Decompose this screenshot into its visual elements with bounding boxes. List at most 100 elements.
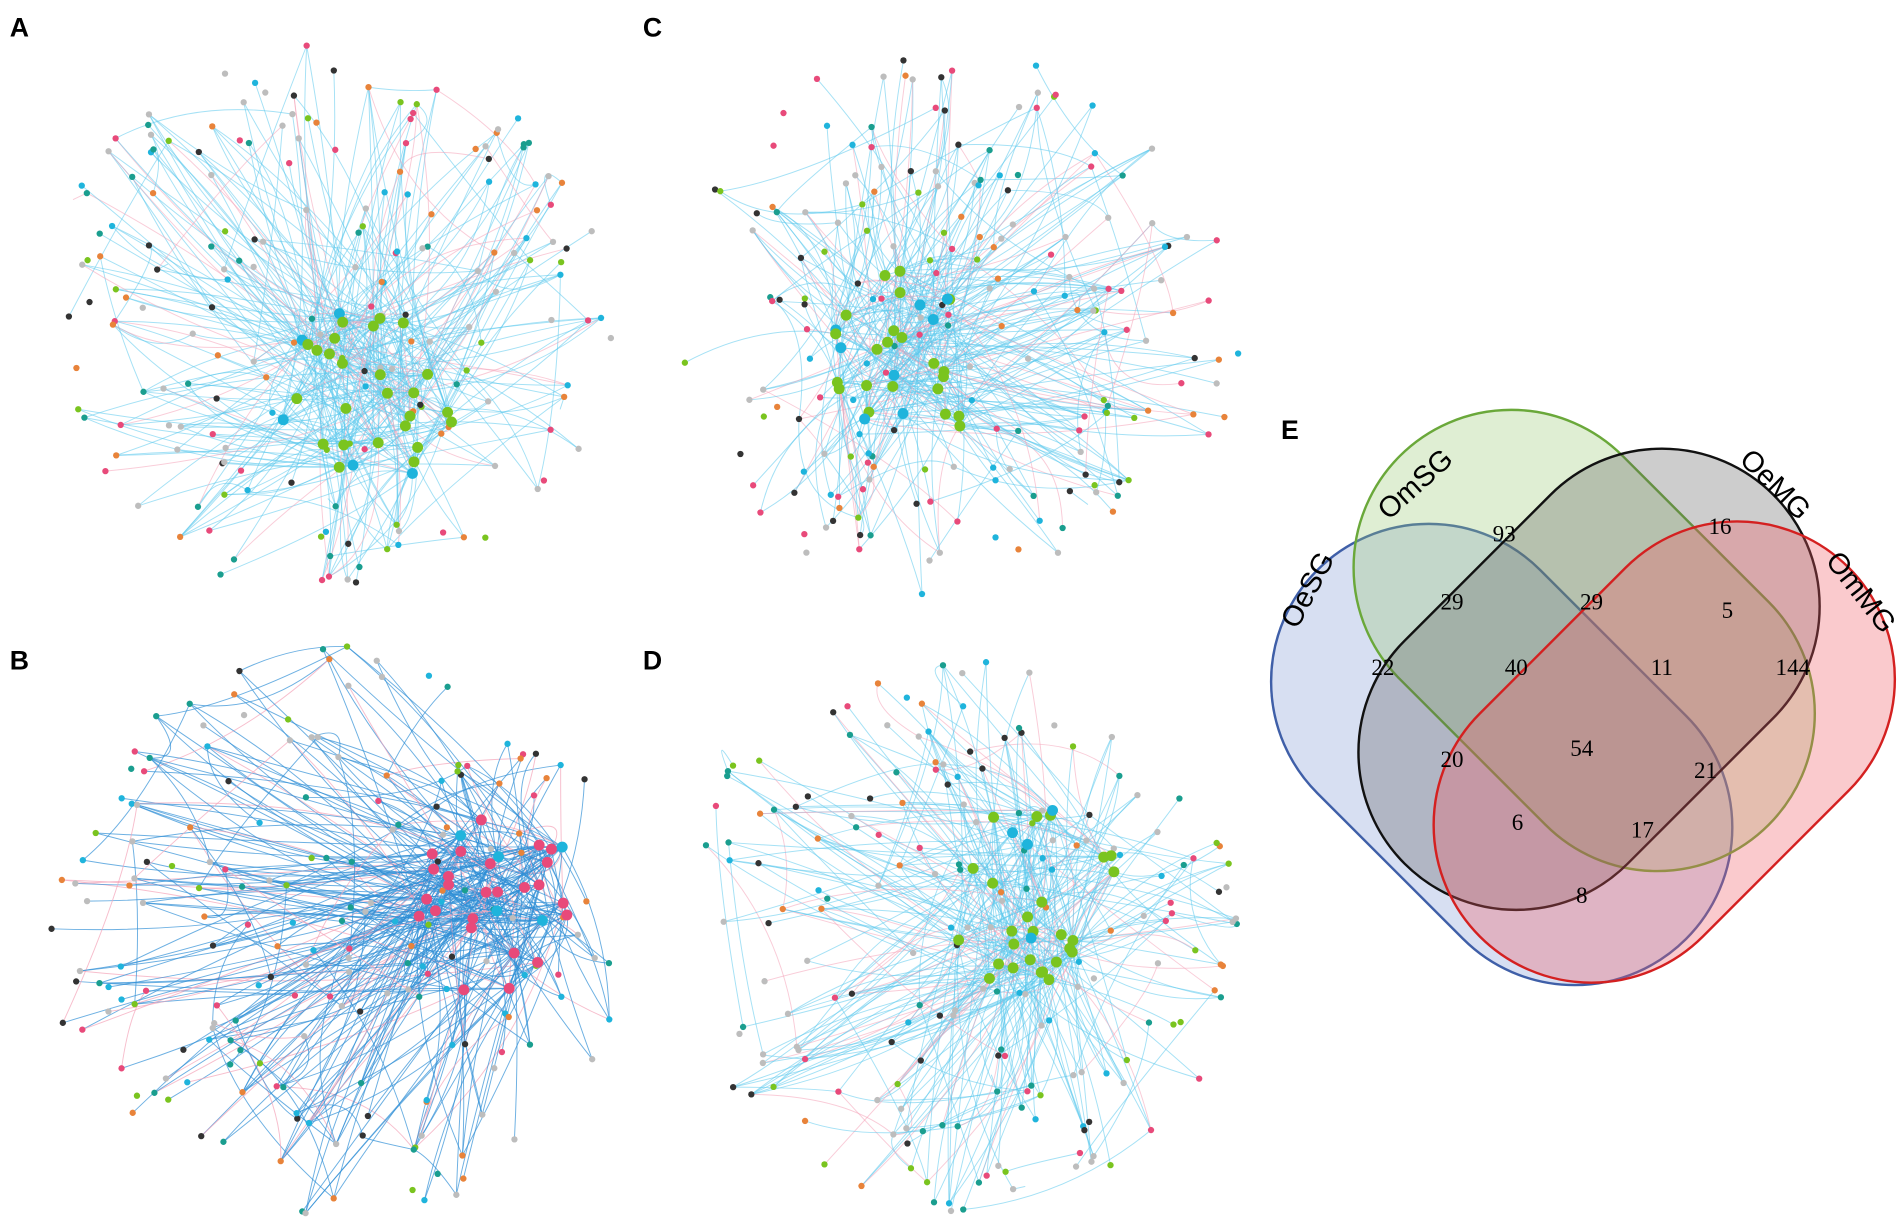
node	[145, 121, 152, 129]
node	[846, 731, 854, 738]
node	[1016, 989, 1023, 997]
edge	[752, 230, 895, 347]
edge	[934, 664, 964, 707]
node	[770, 142, 777, 149]
edge	[1072, 917, 1236, 941]
node	[944, 781, 951, 788]
node	[259, 238, 267, 245]
edge	[447, 261, 562, 413]
edge	[921, 703, 1104, 858]
edge	[751, 979, 1050, 1095]
node	[997, 889, 1005, 896]
edge	[902, 406, 1149, 415]
edge	[947, 781, 1051, 816]
node	[1025, 932, 1037, 944]
node	[1004, 187, 1012, 194]
node	[890, 1131, 897, 1138]
node	[925, 728, 932, 735]
node	[213, 1002, 221, 1009]
node	[927, 314, 939, 325]
edge	[466, 765, 568, 916]
node	[875, 831, 882, 838]
node	[48, 925, 55, 932]
edge	[376, 660, 482, 821]
node	[888, 1038, 895, 1046]
edge	[899, 270, 1209, 435]
edge	[944, 150, 991, 415]
venn-count: 16	[1709, 513, 1732, 539]
node	[1114, 492, 1121, 499]
node	[994, 1088, 1001, 1095]
edge	[200, 844, 540, 1137]
node	[855, 514, 862, 521]
edge	[861, 871, 1115, 1187]
node	[336, 357, 348, 369]
node	[1032, 62, 1040, 69]
node	[1091, 482, 1098, 489]
node	[932, 766, 939, 773]
edge	[298, 138, 415, 393]
node	[958, 213, 965, 220]
node	[606, 1016, 613, 1023]
edge	[116, 450, 413, 474]
node	[1039, 807, 1046, 814]
edge	[343, 444, 397, 526]
edge	[399, 102, 452, 423]
edge	[81, 185, 379, 444]
edge	[838, 388, 923, 595]
node	[878, 163, 885, 171]
node	[72, 880, 79, 887]
edge	[933, 815, 1051, 1203]
node	[842, 180, 850, 187]
node	[201, 913, 208, 920]
node	[491, 249, 498, 256]
edge	[527, 777, 547, 886]
edge	[380, 317, 602, 376]
node	[442, 406, 454, 418]
node	[1083, 837, 1090, 844]
node	[792, 803, 800, 810]
edge	[386, 758, 521, 776]
node	[835, 493, 842, 500]
node	[143, 858, 151, 866]
node	[318, 576, 326, 584]
node	[938, 371, 949, 383]
node	[213, 395, 220, 402]
edge	[99, 256, 144, 393]
edge	[99, 233, 411, 417]
node	[967, 862, 979, 874]
edge	[959, 422, 1080, 431]
edge	[975, 822, 1003, 965]
edge	[296, 70, 336, 399]
node	[374, 369, 386, 381]
edge	[771, 300, 838, 383]
edges	[684, 60, 1225, 595]
edge	[919, 1004, 980, 1183]
node	[736, 1030, 743, 1038]
edge	[467, 765, 587, 902]
edge	[276, 921, 396, 1087]
node	[992, 534, 999, 541]
node	[189, 330, 196, 337]
edge	[1072, 939, 1221, 965]
edge	[210, 174, 345, 446]
edge	[134, 750, 491, 865]
node	[1022, 911, 1033, 923]
edge	[227, 279, 415, 463]
node	[333, 308, 345, 320]
node	[96, 979, 103, 987]
node	[384, 990, 391, 997]
node	[494, 126, 502, 133]
node	[947, 1207, 955, 1215]
edge	[1016, 727, 1050, 980]
edge	[809, 304, 921, 360]
venn-set	[1357, 447, 1821, 912]
edge	[72, 192, 88, 200]
node	[485, 155, 492, 163]
venn-count: 144	[1776, 654, 1811, 680]
node	[409, 109, 417, 117]
node	[854, 280, 861, 287]
edge	[286, 870, 487, 893]
node	[442, 870, 454, 882]
node	[1007, 827, 1018, 839]
